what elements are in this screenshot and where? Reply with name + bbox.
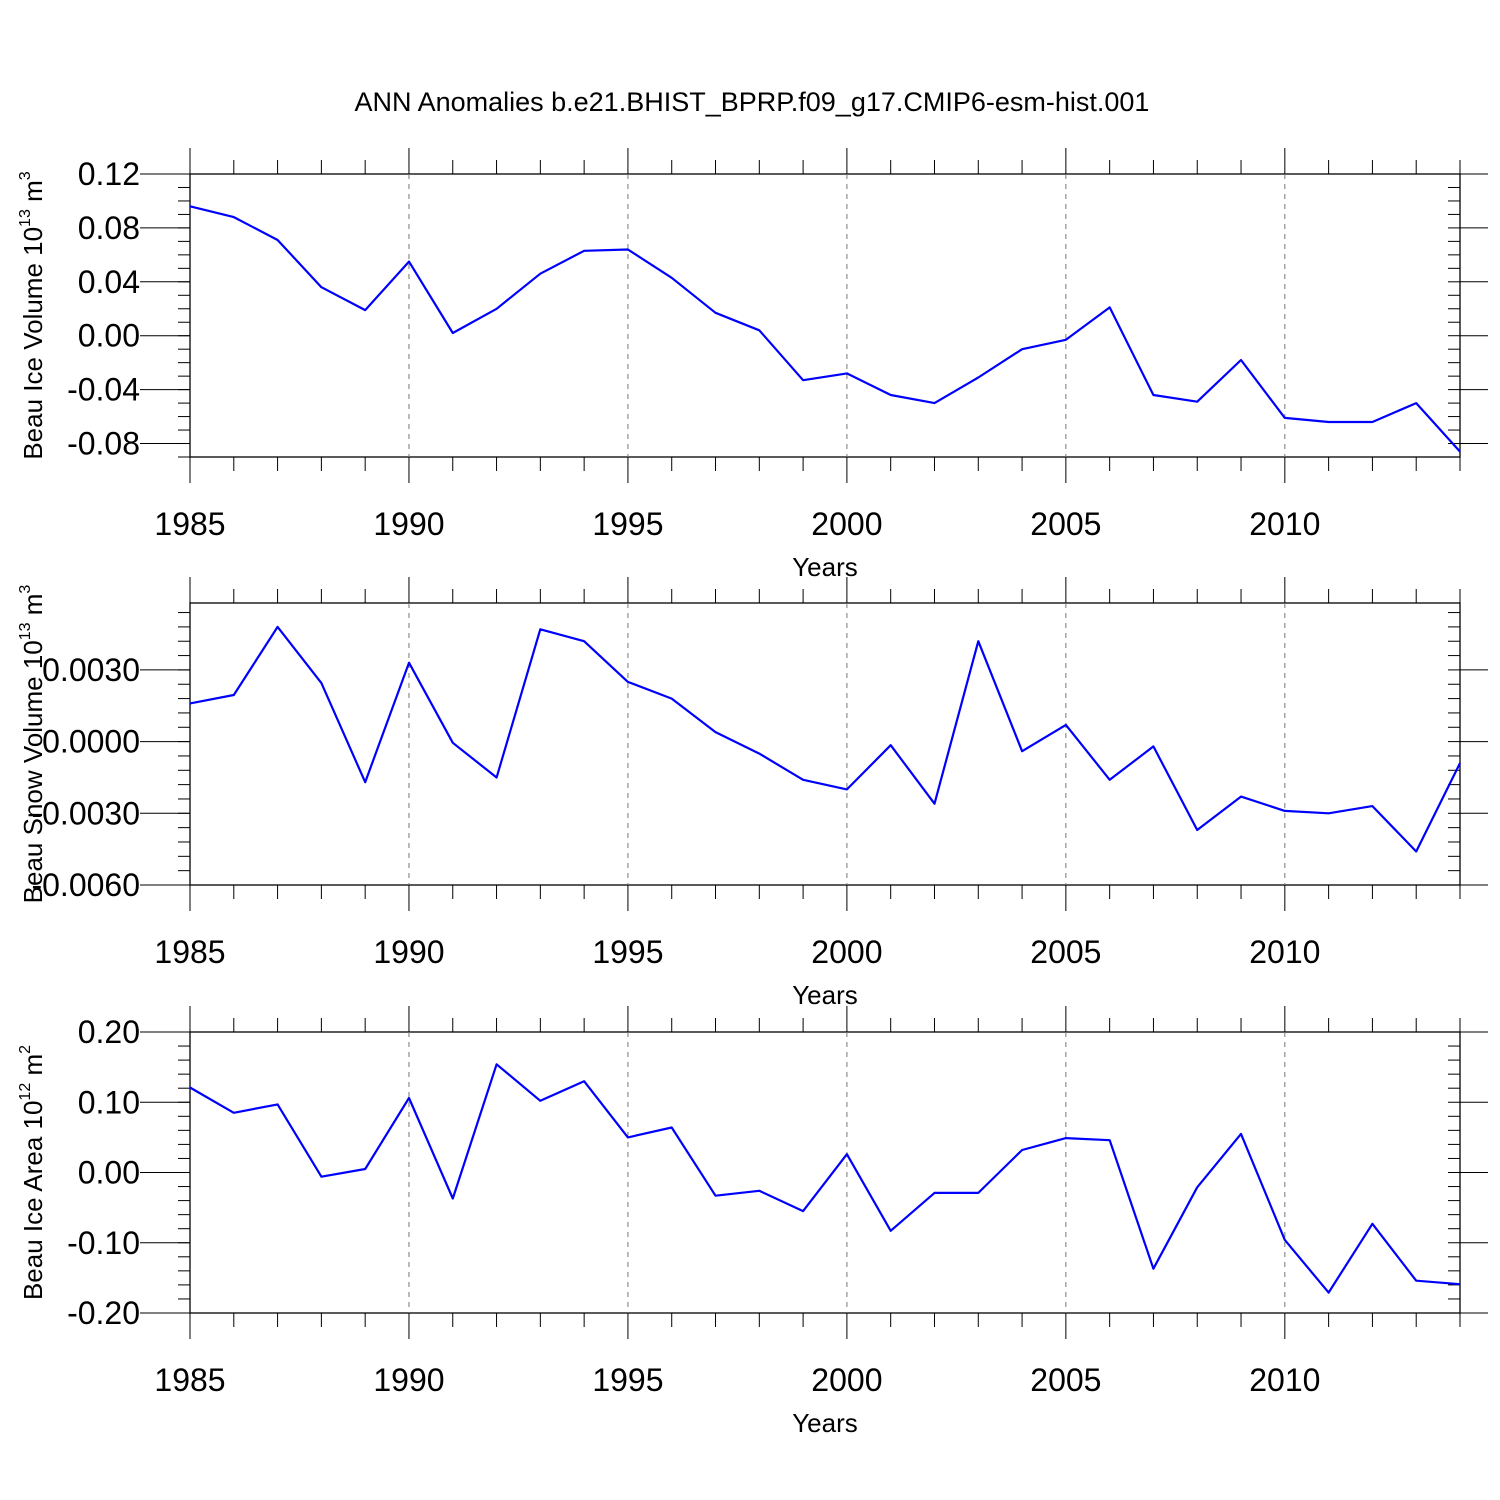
x-tick-label: 1985 [154,506,225,542]
x-tick-label: 1995 [592,506,663,542]
x-axis-title: Years [792,980,858,1010]
x-axis-title: Years [792,552,858,582]
x-tick-label: 2000 [811,1362,882,1398]
y-tick-label: 0.0000 [42,724,140,760]
x-tick-label: 2000 [811,934,882,970]
x-tick-label: 1995 [592,1362,663,1398]
x-tick-label: 1990 [373,934,444,970]
x-tick-label: 1990 [373,1362,444,1398]
y-tick-label: -0.10 [67,1225,140,1261]
y-tick-label: 0.08 [78,210,140,246]
y-axis-title: Beau Ice Volume 1013 m3 [17,171,48,459]
y-axis-title: Beau Ice Area 1012 m2 [17,1045,48,1300]
x-tick-label: 1985 [154,934,225,970]
panel-3: 1985 1990 1995 2000 2005 2010 Years 0.20 0.10 0.0… [17,1006,1488,1438]
series-line [189,625,1461,853]
y-tick-label: 0.20 [78,1014,140,1050]
y-tick-label: -0.20 [67,1295,140,1331]
y-tick-label: 0.0030 [42,652,140,688]
x-tick-label: 1995 [592,934,663,970]
series-line [189,205,1461,453]
y-tick-label: -0.08 [67,426,140,462]
y-tick-label: 0.00 [78,318,140,354]
chart-title: ANN Anomalies b.e21.BHIST_BPRP.f09_g17.C… [355,87,1150,117]
y-tick-label: 0.10 [78,1084,140,1120]
plot-frame [189,602,1461,886]
y-tick-label: 0.04 [78,264,140,300]
plot-frame [189,173,1461,458]
x-tick-label: 2010 [1249,934,1320,970]
panel-2: 1985 1990 1995 2000 2005 2010 Years 0.0030 0.000… [17,577,1488,1010]
x-tick-label: 1985 [154,1362,225,1398]
x-axis-title: Years [792,1408,858,1438]
x-tick-label: 2010 [1249,506,1320,542]
x-tick-label: 2005 [1030,934,1101,970]
x-tick-label: 2005 [1030,506,1101,542]
y-tick-label: -0.0030 [31,795,140,831]
panel-1: 1985 1990 1995 2000 2005 2010 Years 0.12 0.08 0.0… [17,148,1488,582]
plot-frame [189,1031,1461,1314]
y-tick-label: -0.0060 [31,867,140,903]
x-tick-label: 2000 [811,506,882,542]
x-tick-label: 1990 [373,506,444,542]
y-tick-label: 0.00 [78,1155,140,1191]
y-tick-label: -0.04 [67,372,140,408]
y-tick-label: 0.12 [78,156,140,192]
y-axis-title: Beau Snow Volume 1013 m3 [17,585,48,904]
x-tick-label: 2010 [1249,1362,1320,1398]
x-tick-label: 2005 [1030,1362,1101,1398]
series-line [189,1063,1461,1294]
